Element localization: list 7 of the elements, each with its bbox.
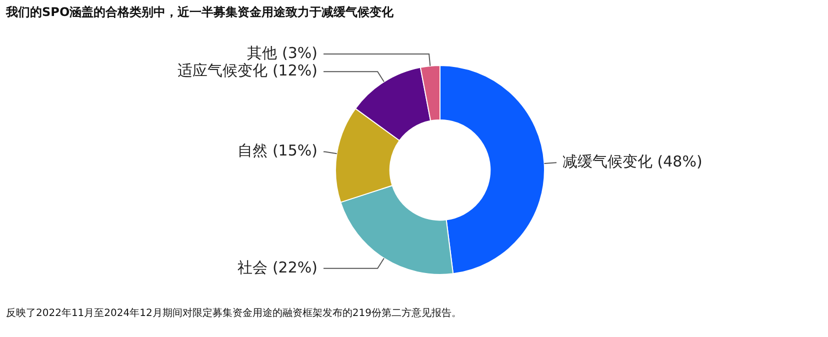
slice-label: 社会 (22%) bbox=[238, 258, 318, 276]
slice-label: 适应气候变化 (12%) bbox=[178, 62, 318, 80]
text: 反映了2022年11月至2024年12月期间对限定募集资金用途的融资框架发布的219份第二方意见报告。 bbox=[6, 306, 462, 320]
slice-label: 其他 (3%) bbox=[247, 44, 318, 62]
chart-title: 我们的SPO涵盖的合格类别中，近一半募集资金用途致力于减缓气候变化 bbox=[6, 4, 394, 21]
slice-label: 自然 (15%) bbox=[238, 142, 318, 160]
slice-label: 减缓气候变化 (48%) bbox=[562, 152, 702, 171]
